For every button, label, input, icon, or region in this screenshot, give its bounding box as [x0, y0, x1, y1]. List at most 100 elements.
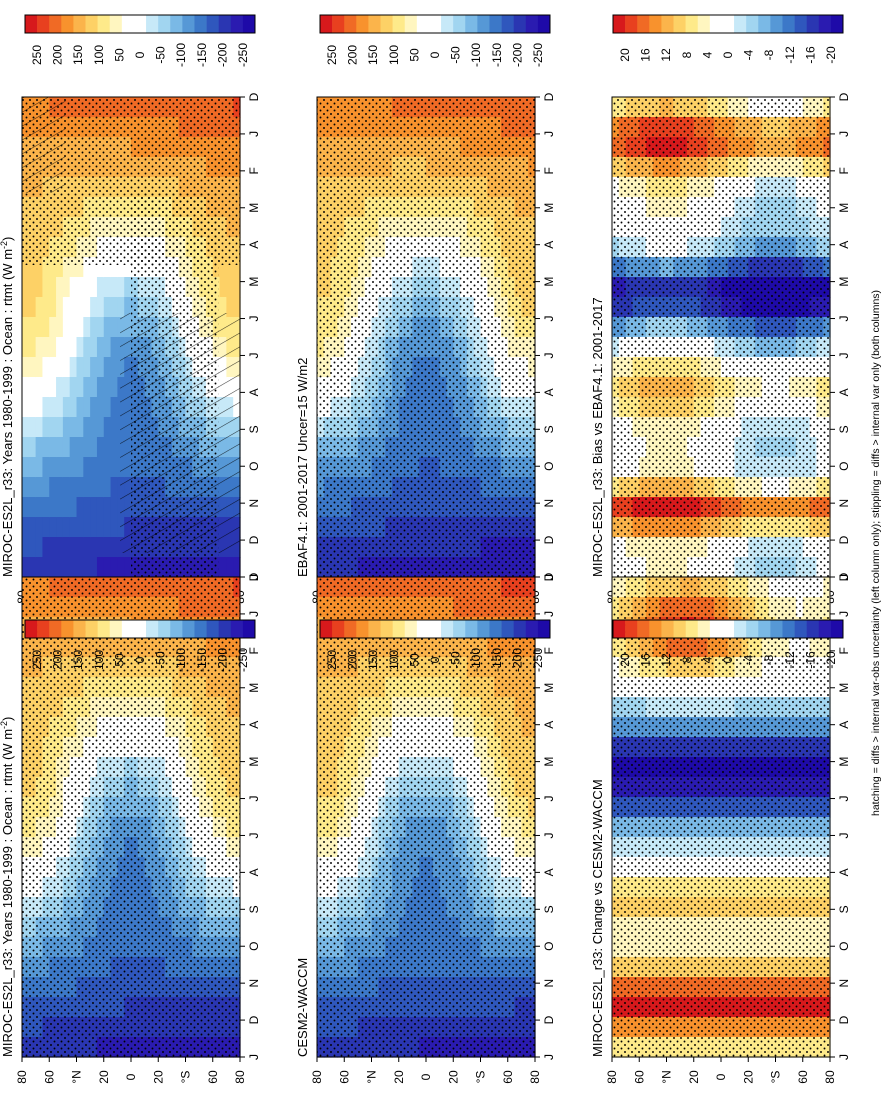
- colorbar-label: -250: [531, 43, 545, 67]
- heat-cell: [69, 377, 78, 398]
- month-label: N: [247, 979, 261, 988]
- colorbar-swatch: [368, 15, 381, 33]
- colorbar-swatch: [416, 620, 430, 638]
- heat-cell: [62, 557, 71, 578]
- colorbar-swatch: [230, 620, 244, 638]
- colorbar-label: 0: [133, 51, 147, 58]
- heat-cell: [76, 317, 84, 338]
- colorbar-frame: [24, 14, 256, 34]
- heat-cell: [62, 517, 71, 538]
- heat-cell: [35, 437, 44, 458]
- lat-label: 0: [124, 1073, 138, 1080]
- heat-cell: [96, 377, 105, 398]
- heat-cell: [90, 397, 98, 418]
- heat-cell: [56, 417, 64, 438]
- heat-cell: [124, 557, 132, 578]
- colorbar-label: 12: [659, 48, 673, 62]
- heat-cell: [42, 317, 50, 338]
- colorbar-swatch: [673, 15, 686, 33]
- colorbar-swatch: [332, 620, 345, 638]
- colorbar-label: 150: [71, 45, 85, 65]
- colorbar-label: -50: [154, 46, 168, 64]
- colorbar-swatch: [146, 620, 159, 638]
- heat-cell: [22, 477, 30, 498]
- colorbar-label: -250: [236, 648, 250, 672]
- colorbar-label: -50: [449, 46, 463, 64]
- colorbar-label: -100: [174, 43, 188, 67]
- month-label: N: [542, 979, 556, 988]
- colorbar-label: 16: [639, 48, 653, 62]
- colorbar-swatch: [380, 620, 393, 638]
- heat-cell: [90, 477, 98, 498]
- lat-label: °S: [474, 1071, 488, 1084]
- heat-cell: [117, 297, 125, 318]
- heat-cell: [35, 377, 44, 398]
- heat-cell: [219, 277, 227, 298]
- heat-cell: [124, 257, 132, 278]
- heat-cell: [110, 257, 118, 278]
- heat-cell: [56, 277, 64, 298]
- colorbar-swatch: [613, 15, 626, 33]
- heat-cell: [62, 437, 71, 458]
- hatching: [120, 313, 240, 553]
- colorbar-swatch: [709, 15, 723, 33]
- heat-cell: [62, 417, 71, 438]
- heat-cell: [124, 277, 132, 298]
- heat-cell: [96, 457, 105, 478]
- heat-cell: [56, 497, 64, 518]
- heat-cell: [42, 357, 50, 378]
- heat-cell: [42, 397, 50, 418]
- month-label: J: [247, 316, 261, 322]
- heat-cell: [62, 337, 71, 358]
- month-label: J: [542, 316, 556, 322]
- heat-cell: [103, 457, 112, 478]
- heat-cell: [42, 337, 50, 358]
- heat-cell: [69, 297, 78, 318]
- month-label: M: [247, 757, 261, 767]
- lat-label: 80: [310, 1070, 324, 1084]
- month-label: D: [542, 535, 556, 544]
- heat-cell: [42, 277, 50, 298]
- month-label: J: [837, 316, 851, 322]
- month-label: A: [837, 388, 851, 396]
- heat-cell: [49, 417, 57, 438]
- heat-cell: [22, 317, 30, 338]
- heat-cell: [226, 557, 234, 578]
- heat-cell: [42, 537, 50, 558]
- lat-label: 60: [206, 1070, 220, 1084]
- colorbar-label: -200: [215, 43, 229, 67]
- colorbar-label: -20: [824, 46, 838, 64]
- heat-cell: [62, 477, 71, 498]
- heat-cell: [96, 537, 105, 558]
- heat-cell: [35, 557, 44, 578]
- heat-cell: [35, 497, 44, 518]
- heat-cell: [76, 457, 84, 478]
- colorbar-swatch: [465, 620, 478, 638]
- month-label: D: [837, 92, 851, 101]
- month-label: N: [247, 499, 261, 508]
- colorbar-label: 100: [387, 650, 401, 670]
- month-label: M: [542, 277, 556, 287]
- month-label: A: [247, 388, 261, 396]
- heat-cell: [62, 297, 71, 318]
- month-label: F: [542, 167, 556, 174]
- colorbar-swatch: [218, 620, 232, 638]
- heat-cell: [90, 437, 98, 458]
- heat-cell: [90, 517, 98, 538]
- heat-cell: [233, 257, 241, 278]
- colorbar-swatch: [770, 15, 783, 33]
- stippling: [317, 577, 535, 1057]
- colorbar-swatch: [121, 15, 135, 33]
- heat-cell: [62, 497, 71, 518]
- colorbar-label: 0: [428, 51, 442, 58]
- heat-cell: [35, 537, 44, 558]
- month-label: O: [542, 942, 556, 951]
- month-label: F: [837, 167, 851, 174]
- colorbar-swatch: [206, 620, 219, 638]
- heat-cell: [49, 397, 57, 418]
- heat-cell: [76, 297, 84, 318]
- heat-cell: [117, 277, 125, 298]
- colorbar-label: 50: [112, 653, 126, 667]
- heat-cell: [56, 397, 64, 418]
